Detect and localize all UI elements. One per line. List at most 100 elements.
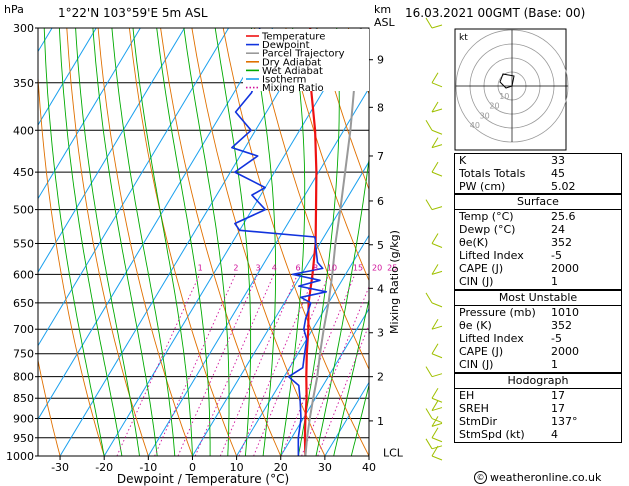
axes: 3003504004505005506006507007508008509009… — [6, 22, 404, 474]
param-value: 2000 — [551, 262, 579, 275]
mixing-ratio-line — [301, 285, 369, 456]
param-value: 2000 — [551, 345, 579, 358]
hodograph-frame — [454, 28, 567, 151]
asl-unit-label: ASL — [374, 16, 396, 29]
pressure-tick-label: 600 — [13, 268, 34, 281]
dry-adiabat — [66, 28, 149, 456]
param-row: Lifted Index -5 — [455, 332, 621, 345]
param-value: 45 — [551, 167, 565, 180]
param-label: K — [459, 154, 467, 167]
param-row: Totals Totals 45 — [455, 167, 621, 180]
legend-entry: Isotherm — [262, 75, 306, 86]
hodograph-spacer — [454, 28, 622, 153]
wind-barb-flag — [431, 302, 443, 308]
param-label: StmSpd (kt) — [459, 428, 525, 441]
param-row: EH 17 — [455, 389, 621, 402]
isotherm — [192, 160, 369, 456]
dry-adiabat — [38, 69, 105, 456]
wind-barb — [431, 233, 439, 244]
param-label: SREH — [459, 402, 489, 415]
hodograph-unit: kt — [459, 33, 468, 43]
wind-barb-flag — [431, 270, 443, 275]
wind-barbs — [425, 17, 443, 461]
temp-tick-label: -10 — [139, 461, 157, 474]
hodograph-params-box: Hodograph EH 17 SREH 17 StmDir 137° StmSpd (kt… — [454, 373, 622, 443]
param-label: Lifted Index — [459, 332, 524, 345]
param-value: -5 — [551, 249, 562, 262]
mixing-ratio-line — [194, 274, 275, 456]
param-value: 1 — [551, 275, 558, 288]
hodograph-ring-label: 30 — [480, 111, 490, 120]
wind-barb-flag — [431, 353, 443, 359]
param-row: StmDir 137° — [455, 415, 621, 428]
isotherm — [0, 28, 8, 456]
dry-adiabat — [316, 28, 369, 191]
mixing-ratio-line — [177, 274, 258, 456]
wind-barb-flag — [431, 373, 443, 378]
series-parcel-trajectory — [304, 28, 362, 456]
param-label: CAPE (J) — [459, 262, 504, 275]
wind-barb-flag — [431, 108, 443, 113]
param-label: Dewp (°C) — [459, 223, 516, 236]
wet-adiabat — [75, 28, 140, 456]
km-tick-label: 2 — [377, 371, 384, 384]
param-row: CAPE (J) 2000 — [455, 345, 621, 358]
mixing-ratio-label: 10 — [327, 263, 337, 272]
param-row: SREH 17 — [455, 402, 621, 415]
site-link[interactable]: weatheronline.co.uk — [490, 471, 602, 484]
pressure-tick-label: 300 — [13, 22, 34, 35]
plot-frame — [37, 27, 370, 457]
param-label: StmDir — [459, 415, 498, 428]
hodograph-ring-label: 20 — [489, 102, 499, 111]
param-row: Lifted Index -5 — [455, 249, 621, 262]
mixing-ratio-line — [219, 274, 298, 456]
wind-barb — [431, 137, 439, 148]
most-unstable-title: Most Unstable — [455, 291, 621, 306]
isotherm — [38, 28, 274, 421]
param-value: 1 — [551, 358, 558, 371]
wind-barb-flag — [431, 455, 443, 461]
series-temperature — [303, 28, 318, 456]
wind-barb — [431, 427, 439, 439]
hodograph-ring-label: 10 — [499, 92, 509, 101]
mixing-ratio-label: 1 — [198, 263, 203, 272]
wind-barb-flag — [431, 206, 443, 211]
hodograph-params-title: Hodograph — [455, 374, 621, 389]
hpa-unit-label: hPa — [4, 3, 24, 16]
param-row: Temp (°C) 25.6 — [455, 210, 621, 223]
wind-barb-flag — [431, 171, 443, 177]
isotherm — [236, 234, 369, 456]
pressure-tick-label: 450 — [13, 166, 34, 179]
pressure-tick-label: 650 — [13, 297, 34, 310]
mixing-ratio-label: 15 — [353, 263, 363, 272]
temp-tick-label: 30 — [318, 461, 332, 474]
param-row: Pressure (mb) 1010 — [455, 306, 621, 319]
param-value: 17 — [551, 402, 565, 415]
wind-barb — [425, 199, 433, 210]
mixing-ratio-line — [154, 274, 236, 456]
wet-adiabat — [183, 28, 230, 456]
wet-adiabat — [333, 297, 369, 456]
wind-barb-flag — [431, 24, 443, 29]
param-row: Dewp (°C) 24 — [455, 223, 621, 236]
wind-barb — [431, 416, 439, 427]
mixing-ratio-label: 3 — [256, 263, 261, 272]
wind-barb — [431, 400, 439, 411]
copyright-icon: © — [474, 471, 487, 484]
mixing-ratio-line — [317, 323, 369, 456]
param-label: CAPE (J) — [459, 345, 504, 358]
wind-barb — [431, 387, 439, 399]
wind-barb-flag — [431, 243, 443, 248]
hodograph-params-rows: EH 17 SREH 17 StmDir 137° StmSpd (kt) 4 — [455, 389, 621, 442]
wet-adiabat — [58, 28, 123, 456]
km-unit-label: km — [374, 3, 391, 16]
isotherm — [38, 28, 97, 126]
param-row: CAPE (J) 2000 — [455, 262, 621, 275]
legend-entry: Parcel Trajectory — [262, 49, 345, 60]
dry-adiabat — [128, 28, 238, 456]
profile-series — [231, 28, 362, 456]
wind-barb — [425, 366, 433, 377]
param-value: 4 — [551, 428, 558, 441]
